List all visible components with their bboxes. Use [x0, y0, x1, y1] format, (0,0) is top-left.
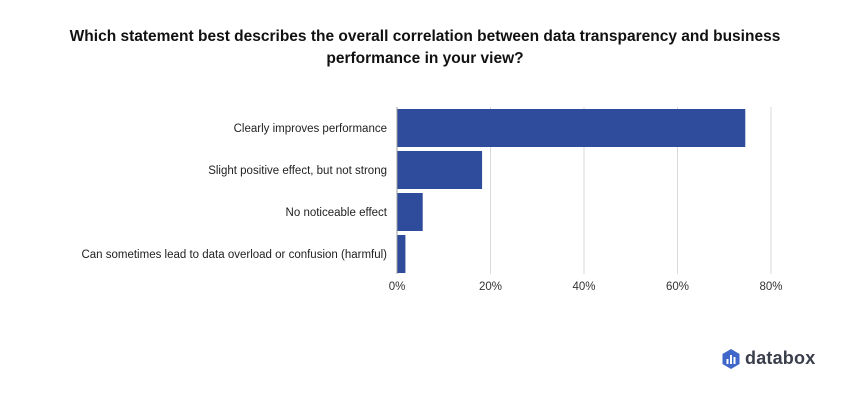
databox-logo: databox [722, 348, 815, 369]
databox-logo-text: databox [745, 348, 816, 368]
x-tick-label: 80% [759, 281, 782, 293]
x-tick-label: 20% [479, 281, 502, 293]
databox-logo-icon [722, 348, 740, 369]
chart-title: Which statement best describes the overa… [69, 28, 781, 67]
category-label: Can sometimes lead to data overload or c… [81, 249, 387, 261]
category-label: Slight positive effect, but not strong [208, 165, 387, 177]
bar [397, 235, 406, 273]
x-tick-label: 0% [389, 281, 406, 293]
bar [397, 151, 483, 189]
x-tick-label: 40% [572, 281, 595, 293]
category-label: No noticeable effect [286, 207, 388, 219]
bar [397, 109, 746, 147]
category-label: Clearly improves performance [234, 123, 387, 135]
bar [397, 193, 423, 231]
x-tick-label: 60% [666, 281, 689, 293]
